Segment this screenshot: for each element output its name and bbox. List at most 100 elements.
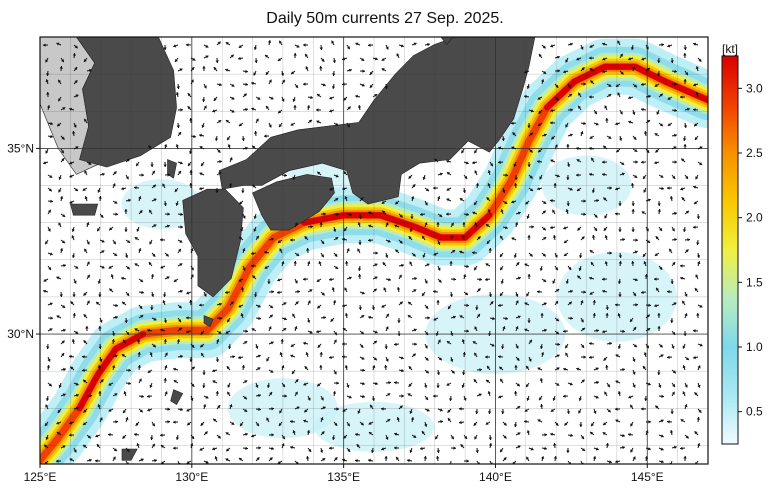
okinawa-island	[121, 448, 138, 461]
current-arrow	[683, 44, 687, 51]
current-arrow	[593, 367, 599, 371]
current-arrow	[511, 146, 517, 150]
current-arrow	[47, 134, 53, 139]
current-arrow	[212, 109, 218, 113]
current-arrow	[86, 274, 91, 280]
current-arrow	[630, 44, 635, 50]
current-arrow	[473, 200, 478, 206]
current-arrow	[255, 343, 259, 349]
current-arrow	[57, 408, 62, 414]
current-arrow	[658, 226, 663, 232]
longitude-label: 125°E	[24, 470, 57, 484]
current-arrow	[60, 213, 66, 218]
current-arrow	[358, 273, 362, 280]
current-arrow	[369, 404, 374, 410]
current-arrow	[277, 278, 283, 282]
current-arrow	[69, 421, 75, 425]
current-arrow	[410, 213, 414, 220]
current-arrow	[422, 252, 426, 258]
current-arrow	[528, 187, 534, 192]
current-arrow	[476, 393, 482, 397]
current-arrow	[514, 182, 518, 189]
current-arrow	[163, 339, 167, 345]
current-arrow	[618, 292, 622, 297]
current-arrow	[554, 300, 559, 306]
current-arrow	[99, 250, 105, 254]
kuroshio-core	[76, 331, 147, 412]
current-arrow	[112, 239, 117, 245]
current-arrow	[125, 174, 129, 180]
current-arrow	[576, 57, 582, 61]
tsushima-island	[167, 159, 177, 179]
current-arrow	[554, 421, 559, 427]
colorbar-tick-label: 1.0	[746, 340, 763, 354]
current-arrow	[238, 304, 244, 308]
current-arrow	[189, 170, 193, 175]
current-arrow	[657, 312, 661, 319]
current-arrow	[255, 316, 262, 320]
current-arrow	[43, 161, 49, 165]
current-arrow	[316, 120, 322, 124]
current-arrow	[671, 69, 677, 74]
current-arrow	[588, 355, 595, 359]
current-arrow	[424, 187, 430, 192]
current-arrow	[473, 378, 478, 384]
current-arrow	[294, 252, 300, 257]
current-arrow	[485, 379, 491, 384]
current-arrow	[302, 341, 309, 346]
current-arrow	[580, 379, 585, 384]
current-arrow	[472, 211, 478, 215]
current-arrow	[550, 408, 556, 413]
current-arrow	[463, 264, 469, 269]
current-arrow	[164, 224, 170, 228]
current-arrow	[618, 260, 622, 267]
current-arrow	[692, 108, 699, 112]
current-arrow	[658, 122, 664, 127]
current-arrow	[174, 187, 179, 193]
current-arrow	[320, 83, 326, 87]
current-arrow	[306, 105, 311, 111]
current-arrow	[526, 395, 530, 401]
current-arrow	[267, 40, 272, 46]
current-arrow	[125, 368, 132, 372]
current-arrow	[671, 146, 677, 150]
current-arrow	[357, 265, 362, 271]
current-arrow	[640, 407, 647, 411]
current-arrow	[108, 408, 114, 412]
current-arrow	[43, 278, 49, 282]
current-arrow	[294, 222, 298, 228]
current-arrow	[645, 67, 651, 72]
current-arrow	[606, 83, 612, 88]
current-arrow	[411, 434, 417, 439]
current-arrow	[96, 226, 101, 232]
current-arrow	[84, 170, 88, 176]
current-arrow	[346, 68, 352, 72]
current-arrow	[460, 443, 465, 449]
current-arrow	[644, 395, 648, 402]
current-arrow	[498, 395, 504, 399]
current-arrow	[69, 200, 75, 204]
current-arrow	[606, 93, 612, 98]
current-arrow	[671, 108, 678, 112]
current-arrow	[112, 365, 116, 371]
current-arrow	[564, 421, 569, 426]
current-arrow	[371, 395, 376, 401]
current-arrow	[124, 208, 128, 215]
current-arrow	[424, 222, 428, 228]
current-arrow	[446, 171, 452, 176]
current-arrow	[641, 290, 647, 294]
current-arrow	[293, 105, 297, 110]
current-arrow	[463, 174, 468, 180]
current-arrow	[251, 434, 257, 438]
current-arrow	[473, 352, 478, 358]
current-arrow	[268, 304, 274, 309]
current-arrow	[302, 82, 309, 86]
current-arrow	[307, 261, 311, 267]
current-arrow	[164, 212, 171, 216]
current-arrow	[357, 248, 361, 254]
current-arrow	[603, 197, 608, 202]
current-arrow	[474, 326, 478, 332]
current-arrow	[515, 211, 521, 215]
current-arrow	[164, 420, 171, 424]
current-arrow	[667, 44, 673, 48]
